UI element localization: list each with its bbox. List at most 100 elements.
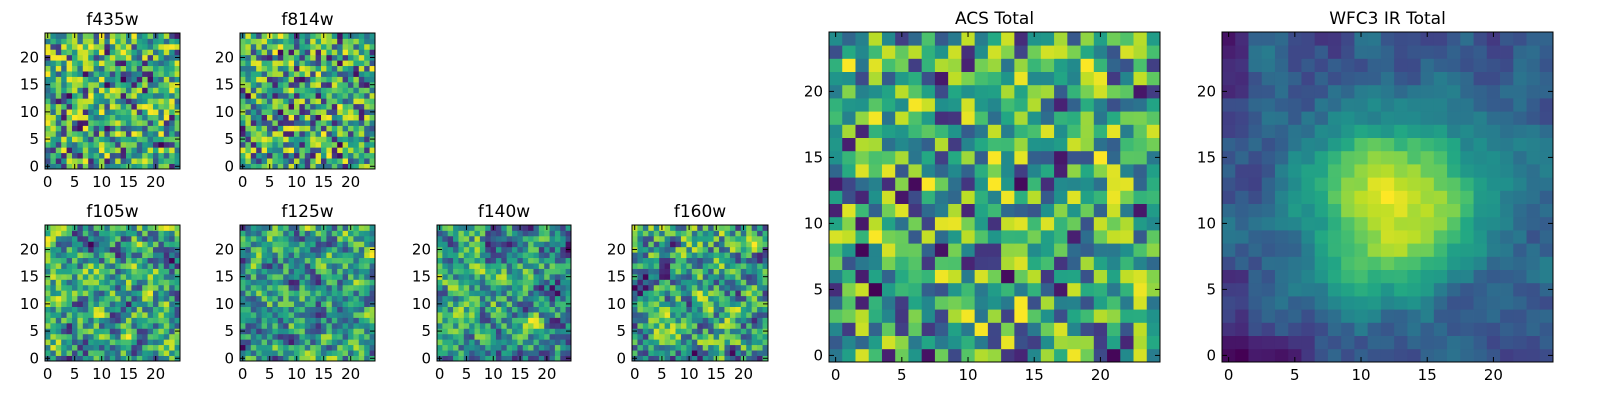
heatmap-cell bbox=[277, 43, 284, 50]
heatmap-cell bbox=[326, 92, 333, 99]
heatmap-cell bbox=[169, 130, 175, 137]
heatmap-cell bbox=[1222, 322, 1236, 336]
heatmap-cell bbox=[463, 306, 470, 313]
heatmap-cell bbox=[729, 273, 736, 280]
heatmap-cell bbox=[358, 81, 365, 88]
heatmap-cell bbox=[142, 120, 148, 126]
heatmap-cell bbox=[245, 65, 252, 72]
heatmap-cell bbox=[163, 317, 170, 324]
heatmap-cell bbox=[702, 333, 709, 340]
heatmap-cell bbox=[158, 230, 165, 237]
heatmap-cell bbox=[1080, 190, 1095, 204]
heatmap-cell bbox=[565, 235, 572, 242]
heatmap-cell bbox=[158, 98, 165, 105]
heatmap-cell bbox=[1380, 296, 1395, 310]
heatmap-cell bbox=[829, 243, 843, 257]
heatmap-cell bbox=[72, 290, 78, 297]
heatmap-cell bbox=[659, 350, 666, 356]
heatmap-cell bbox=[120, 290, 127, 297]
heatmap-cell bbox=[437, 350, 443, 356]
heatmap-cell bbox=[987, 256, 1002, 270]
heatmap-cell bbox=[1367, 243, 1382, 257]
heatmap-cell bbox=[358, 246, 365, 253]
heatmap-cell bbox=[299, 246, 306, 253]
heatmap-cell bbox=[961, 243, 976, 257]
heatmap-cell bbox=[1001, 348, 1015, 363]
heatmap-cell bbox=[240, 141, 246, 148]
heatmap-cell bbox=[294, 81, 300, 88]
heatmap-cell bbox=[1080, 256, 1095, 270]
heatmap-cell bbox=[719, 322, 725, 329]
heatmap-cell bbox=[1027, 322, 1042, 336]
heatmap-cell bbox=[131, 344, 138, 351]
heatmap-cell bbox=[829, 45, 843, 59]
heatmap-cell bbox=[126, 273, 132, 280]
heatmap-cell bbox=[881, 164, 896, 178]
heatmap-cell bbox=[490, 263, 497, 269]
heatmap-cell bbox=[686, 273, 693, 280]
heatmap-cell bbox=[829, 348, 843, 363]
heatmap-cell bbox=[337, 98, 343, 105]
heatmap-cell bbox=[729, 350, 736, 356]
heatmap-cell bbox=[1486, 335, 1501, 350]
heatmap-cell bbox=[501, 350, 508, 356]
heatmap-cell bbox=[458, 235, 465, 242]
heatmap-cell bbox=[158, 125, 165, 132]
heatmap-cell bbox=[283, 225, 289, 231]
heatmap-cell bbox=[147, 120, 154, 126]
heatmap-cell bbox=[453, 225, 459, 231]
heatmap-cell bbox=[277, 109, 284, 115]
heatmap-cell bbox=[1380, 190, 1395, 204]
heatmap-cell bbox=[66, 109, 73, 115]
heatmap-cell bbox=[560, 333, 567, 340]
heatmap-cell bbox=[1354, 203, 1369, 218]
heatmap-cell bbox=[169, 81, 175, 88]
heatmap-cell bbox=[169, 114, 175, 121]
heatmap-cell bbox=[740, 322, 747, 329]
heatmap-cell bbox=[169, 284, 175, 291]
heatmap-cell bbox=[315, 355, 322, 362]
heatmap-cell bbox=[987, 150, 1002, 165]
heatmap-cell bbox=[115, 147, 121, 154]
heatmap-cell bbox=[974, 124, 989, 138]
heatmap-cell bbox=[77, 147, 84, 154]
heatmap-cell bbox=[364, 120, 370, 126]
heatmap-cell bbox=[93, 322, 100, 329]
heatmap-cell bbox=[522, 322, 529, 329]
heatmap-cells bbox=[45, 33, 181, 170]
heatmap-cell bbox=[337, 33, 343, 39]
heatmap-cell bbox=[82, 38, 89, 45]
heatmap-cell bbox=[272, 109, 279, 115]
heatmap-cell bbox=[272, 141, 279, 148]
heatmap-cell bbox=[126, 301, 132, 307]
heatmap-cell bbox=[691, 279, 698, 286]
heatmap-cell bbox=[115, 230, 121, 237]
heatmap-cell bbox=[1500, 177, 1514, 191]
heatmap-cell bbox=[126, 54, 132, 61]
heatmap-cell bbox=[1107, 230, 1121, 244]
heatmap-cell bbox=[50, 87, 57, 94]
heatmap-cell bbox=[55, 317, 62, 324]
heatmap-cell bbox=[1261, 269, 1276, 284]
heatmap-cell bbox=[245, 284, 252, 291]
heatmap-cell bbox=[93, 339, 100, 346]
heatmap-cell bbox=[501, 328, 508, 335]
heatmap-cell bbox=[310, 344, 316, 351]
heatmap-cell bbox=[1067, 230, 1081, 244]
heatmap-cell bbox=[1314, 282, 1329, 297]
heatmap-cell bbox=[1080, 137, 1095, 152]
heatmap-cell bbox=[77, 273, 84, 280]
heatmap-cell bbox=[1080, 177, 1095, 191]
heatmap-cell bbox=[115, 333, 121, 340]
heatmap-cell bbox=[653, 252, 660, 259]
heatmap-cell bbox=[642, 350, 649, 356]
heatmap-cell bbox=[1460, 322, 1474, 336]
heatmap-cell bbox=[842, 98, 856, 112]
heatmap-cell bbox=[364, 252, 370, 259]
heatmap-cell bbox=[288, 317, 295, 324]
heatmap-cell bbox=[310, 92, 316, 99]
heatmap-cell bbox=[1067, 322, 1081, 336]
heatmap-cell bbox=[479, 273, 486, 280]
heatmap-cell bbox=[61, 92, 67, 99]
heatmap-cell bbox=[1420, 269, 1435, 284]
